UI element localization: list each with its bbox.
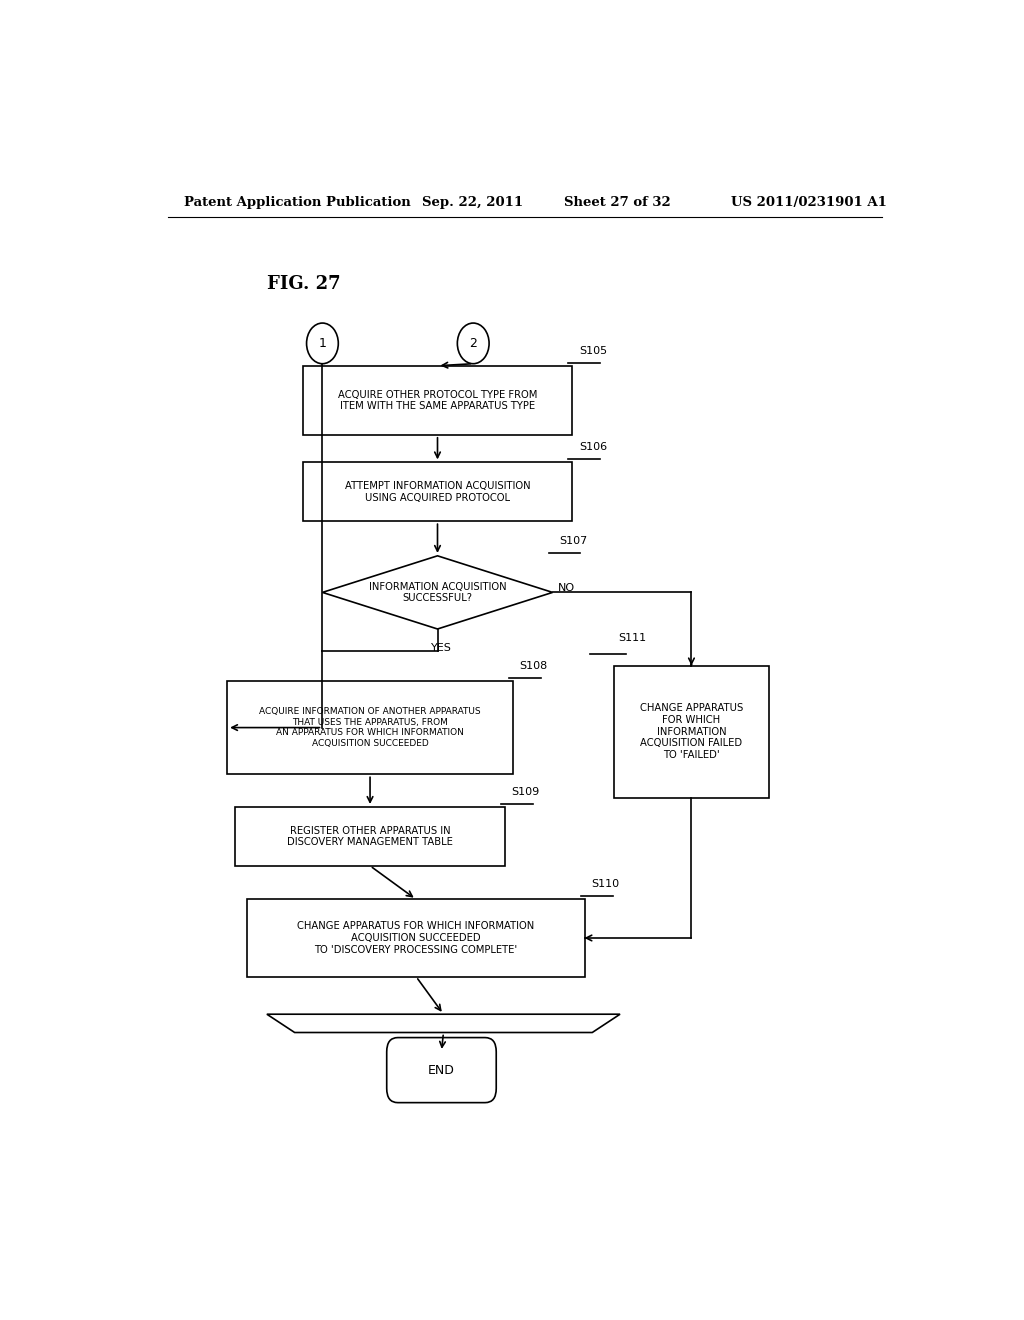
Text: S105: S105 — [579, 346, 607, 355]
Text: ATTEMPT INFORMATION ACQUISITION
USING ACQUIRED PROTOCOL: ATTEMPT INFORMATION ACQUISITION USING AC… — [345, 480, 530, 503]
Text: 1: 1 — [318, 337, 327, 350]
Polygon shape — [323, 556, 553, 630]
FancyBboxPatch shape — [387, 1038, 497, 1102]
Text: S107: S107 — [559, 536, 587, 545]
FancyBboxPatch shape — [303, 462, 572, 521]
Text: CHANGE APPARATUS FOR WHICH INFORMATION
ACQUISITION SUCCEEDED
TO 'DISCOVERY PROCE: CHANGE APPARATUS FOR WHICH INFORMATION A… — [297, 921, 535, 954]
Text: S111: S111 — [618, 634, 646, 643]
Text: INFORMATION ACQUISITION
SUCCESSFUL?: INFORMATION ACQUISITION SUCCESSFUL? — [369, 582, 506, 603]
Text: S110: S110 — [592, 879, 620, 890]
Text: ACQUIRE INFORMATION OF ANOTHER APPARATUS
THAT USES THE APPARATUS, FROM
AN APPARA: ACQUIRE INFORMATION OF ANOTHER APPARATUS… — [259, 708, 481, 747]
Text: Patent Application Publication: Patent Application Publication — [183, 195, 411, 209]
Text: YES: YES — [431, 643, 452, 653]
Polygon shape — [267, 1014, 620, 1032]
FancyBboxPatch shape — [303, 366, 572, 434]
Text: US 2011/0231901 A1: US 2011/0231901 A1 — [731, 195, 887, 209]
Text: Sep. 22, 2011: Sep. 22, 2011 — [422, 195, 523, 209]
Text: ACQUIRE OTHER PROTOCOL TYPE FROM
ITEM WITH THE SAME APPARATUS TYPE: ACQUIRE OTHER PROTOCOL TYPE FROM ITEM WI… — [338, 389, 538, 411]
FancyBboxPatch shape — [227, 681, 513, 775]
Text: 2: 2 — [469, 337, 477, 350]
FancyBboxPatch shape — [614, 665, 769, 797]
Text: NO: NO — [558, 583, 575, 593]
FancyBboxPatch shape — [236, 807, 505, 866]
Text: S108: S108 — [519, 661, 548, 671]
FancyBboxPatch shape — [247, 899, 585, 977]
Text: S109: S109 — [511, 787, 540, 797]
Circle shape — [458, 323, 489, 364]
Circle shape — [306, 323, 338, 364]
Text: FIG. 27: FIG. 27 — [267, 276, 341, 293]
Text: S106: S106 — [579, 442, 607, 453]
Text: Sheet 27 of 32: Sheet 27 of 32 — [564, 195, 671, 209]
Text: CHANGE APPARATUS
FOR WHICH
INFORMATION
ACQUISITION FAILED
TO 'FAILED': CHANGE APPARATUS FOR WHICH INFORMATION A… — [640, 704, 743, 760]
Text: END: END — [428, 1064, 455, 1077]
Text: REGISTER OTHER APPARATUS IN
DISCOVERY MANAGEMENT TABLE: REGISTER OTHER APPARATUS IN DISCOVERY MA… — [287, 825, 453, 847]
